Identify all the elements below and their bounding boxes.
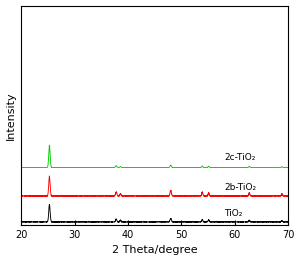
Text: TiO₂: TiO₂ xyxy=(224,209,242,218)
X-axis label: 2 Theta/degree: 2 Theta/degree xyxy=(112,245,197,256)
Text: 2c-TiO₂: 2c-TiO₂ xyxy=(224,153,256,162)
Text: 2b-TiO₂: 2b-TiO₂ xyxy=(224,183,256,192)
Y-axis label: Intensity: Intensity xyxy=(6,91,16,140)
